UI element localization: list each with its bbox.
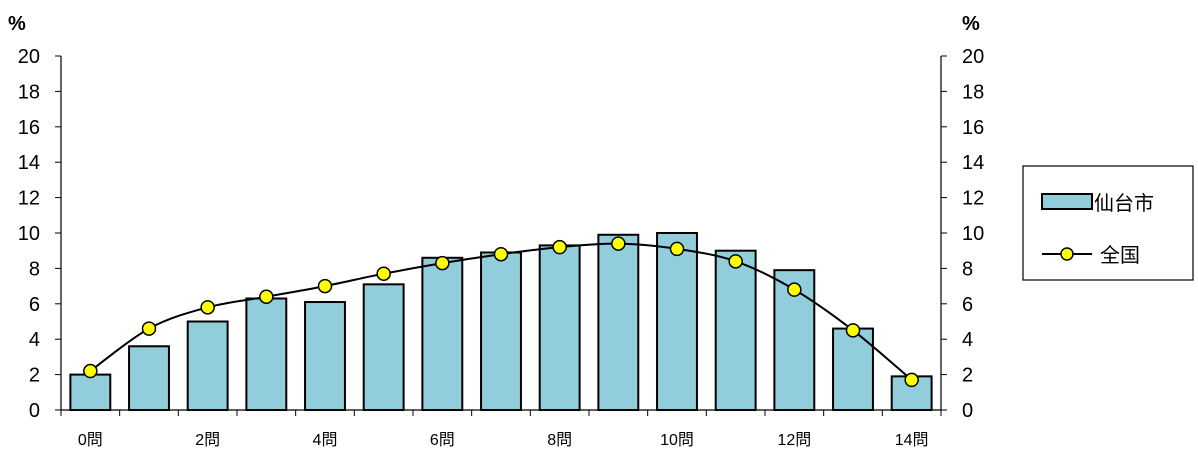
bar-2問 xyxy=(186,320,229,411)
right-tick-label: 14 xyxy=(962,152,984,174)
point-11問 xyxy=(728,254,743,269)
x-axis-ticks: 0問 2問 4問 6問 8問 10問 12問 14問 xyxy=(60,410,942,449)
x-tick-label: 4問 xyxy=(313,432,338,449)
left-tick-label: 8 xyxy=(29,258,40,280)
point-10問 xyxy=(669,241,685,257)
right-tick-label: 4 xyxy=(962,329,973,351)
right-tick-label: 16 xyxy=(962,117,984,139)
point-1問 xyxy=(141,321,157,336)
point-4問 xyxy=(317,278,333,294)
left-tick-label: 4 xyxy=(29,329,40,351)
bars-series xyxy=(69,232,933,412)
left-tick-label: 14 xyxy=(18,152,40,174)
right-tick-label: 18 xyxy=(962,81,984,103)
bar-1問 xyxy=(128,345,170,411)
x-tick-label: 8問 xyxy=(547,432,572,449)
point-14問 xyxy=(904,372,919,388)
left-tick-label: 18 xyxy=(18,81,40,103)
bar-11問 xyxy=(714,249,757,411)
bar-6問 xyxy=(421,256,464,411)
legend-line-marker xyxy=(1060,247,1074,261)
point-7問 xyxy=(493,246,509,262)
right-tick-label: 10 xyxy=(962,223,984,245)
bar-9問 xyxy=(597,233,640,411)
point-3問 xyxy=(259,289,274,304)
point-9問 xyxy=(611,236,626,251)
right-tick-label: 6 xyxy=(962,294,973,316)
point-2問 xyxy=(200,300,215,315)
left-axis-ticks: 0 2 4 6 8 10 12 14 16 18 20 xyxy=(18,46,61,422)
bar-4問 xyxy=(304,301,346,411)
bar-5問 xyxy=(362,283,405,411)
point-0問 xyxy=(83,363,98,379)
point-12問 xyxy=(787,282,802,297)
point-8問 xyxy=(552,239,567,255)
x-tick-label: 2問 xyxy=(195,432,220,449)
legend-box xyxy=(1022,165,1194,281)
right-axis-ticks: 0 2 4 6 8 10 12 14 16 18 20 xyxy=(941,46,984,422)
right-tick-label: 20 xyxy=(962,46,984,68)
point-13問 xyxy=(845,323,861,338)
right-tick-label: 0 xyxy=(962,400,973,422)
left-tick-label: 0 xyxy=(29,400,40,422)
right-tick-label: 2 xyxy=(962,365,973,387)
x-tick-label: 12問 xyxy=(777,432,811,449)
x-tick-label: 10問 xyxy=(660,432,694,449)
left-axis-unit: % xyxy=(8,13,26,35)
x-tick-label: 6問 xyxy=(430,432,455,449)
bar-7問 xyxy=(480,251,522,411)
left-tick-label: 6 xyxy=(29,294,40,316)
left-tick-label: 10 xyxy=(18,223,40,245)
bar-8問 xyxy=(538,244,581,411)
left-tick-label: 12 xyxy=(18,188,40,210)
x-tick-label: 14問 xyxy=(895,432,929,449)
x-tick-label: 0問 xyxy=(78,432,103,449)
legend-label-national: 全国 xyxy=(1100,244,1140,267)
left-tick-label: 20 xyxy=(18,46,40,68)
left-tick-label: 2 xyxy=(29,365,40,387)
left-tick-label: 16 xyxy=(18,117,40,139)
legend-bar-swatch xyxy=(1041,193,1093,210)
bar-0問 xyxy=(69,373,112,412)
point-5問 xyxy=(376,266,391,281)
right-axis-unit: % xyxy=(962,13,980,35)
point-6問 xyxy=(435,255,450,271)
line-series xyxy=(83,236,919,388)
right-tick-label: 12 xyxy=(962,188,984,210)
right-tick-label: 8 xyxy=(962,258,973,280)
legend-label-sendai: 仙台市 xyxy=(1094,192,1154,215)
bar-3問 xyxy=(245,297,288,411)
legend: 仙台市 全国 xyxy=(1022,165,1194,281)
bar-10問 xyxy=(656,232,698,411)
